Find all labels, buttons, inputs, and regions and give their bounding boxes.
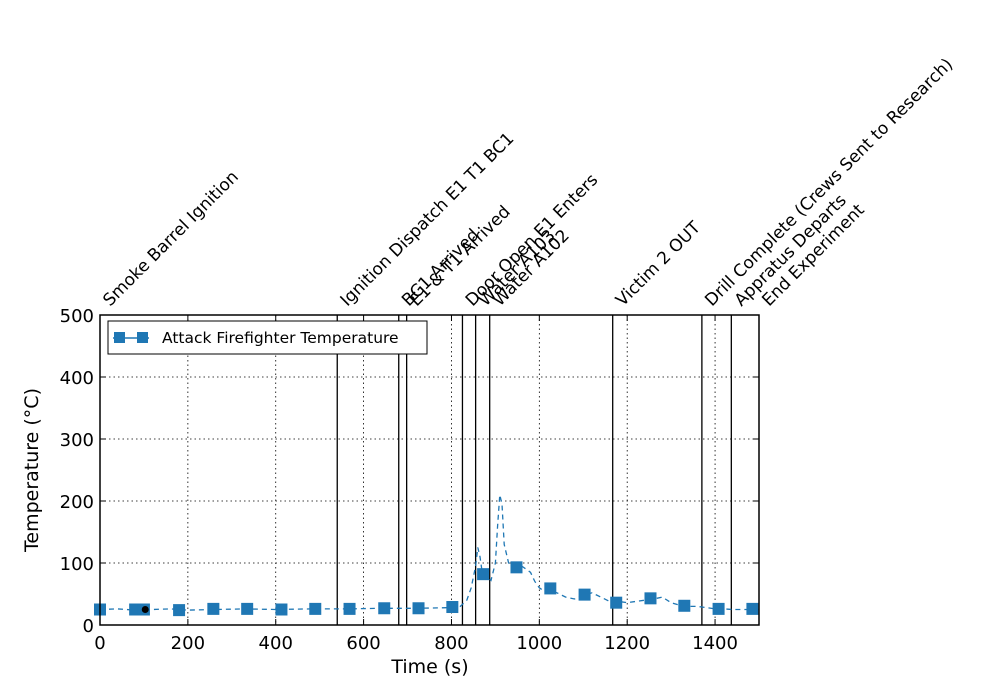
data-point-marker [544, 582, 557, 595]
data-point-marker [712, 602, 725, 615]
data-point-marker [610, 596, 623, 609]
plot-frame [99, 314, 760, 626]
y-tick-label: 400 [60, 368, 94, 389]
y-tick-label: 0 [83, 616, 94, 637]
legend: Attack Firefighter Temperature [107, 320, 428, 355]
legend-marker-swatch [114, 332, 125, 343]
data-point-marker [578, 588, 591, 601]
series-line [99, 494, 759, 611]
grid-lines [100, 315, 759, 625]
x-tick-label: 600 [346, 633, 380, 654]
data-point-marker [477, 568, 490, 581]
series-layer [94, 494, 759, 617]
extra-data-point [141, 606, 149, 613]
event-label: Smoke Barrel Ignition [99, 167, 242, 310]
data-point-marker [412, 602, 425, 615]
data-point-marker [241, 602, 254, 615]
data-point-marker [644, 592, 657, 605]
data-point-marker [309, 602, 322, 615]
y-axis-title: Temperature (°C) [21, 388, 43, 553]
data-point-marker [746, 602, 759, 615]
data-point-marker [343, 602, 356, 615]
axis-ticks: 0 200 400 600 800 1000 1200 1400 0 100 200 300 400 50… [60, 306, 759, 654]
y-tick-label: 500 [60, 306, 94, 327]
legend-box [107, 320, 428, 355]
data-point-marker [173, 604, 186, 617]
x-tick-label: 200 [171, 633, 205, 654]
event-labels: Smoke Barrel Ignition Ignition Dispatch E… [99, 55, 957, 311]
x-tick-label: 1000 [516, 633, 562, 654]
data-point-marker [378, 602, 391, 615]
y-tick-label: 100 [60, 554, 94, 575]
x-tick-label: 1200 [604, 633, 650, 654]
x-tick-label: 400 [259, 633, 293, 654]
y-tick-label: 300 [60, 430, 94, 451]
legend-label: Attack Firefighter Temperature [162, 329, 399, 347]
data-point-marker [275, 603, 288, 616]
legend-marker-swatch [137, 332, 148, 343]
x-tick-label: 800 [434, 633, 468, 654]
data-point-marker [446, 601, 459, 614]
x-tick-label: 0 [94, 633, 105, 654]
event-label: Victim 2 OUT [612, 217, 705, 310]
data-point-marker [678, 599, 691, 612]
event-lines [336, 315, 732, 625]
data-point-marker [207, 602, 220, 615]
event-label: Drill Complete (Crews Sent to Research) [701, 55, 957, 311]
y-tick-label: 200 [60, 492, 94, 513]
x-tick-label: 1400 [692, 633, 738, 654]
x-axis-title: Time (s) [390, 656, 468, 678]
data-point-marker [510, 561, 523, 574]
